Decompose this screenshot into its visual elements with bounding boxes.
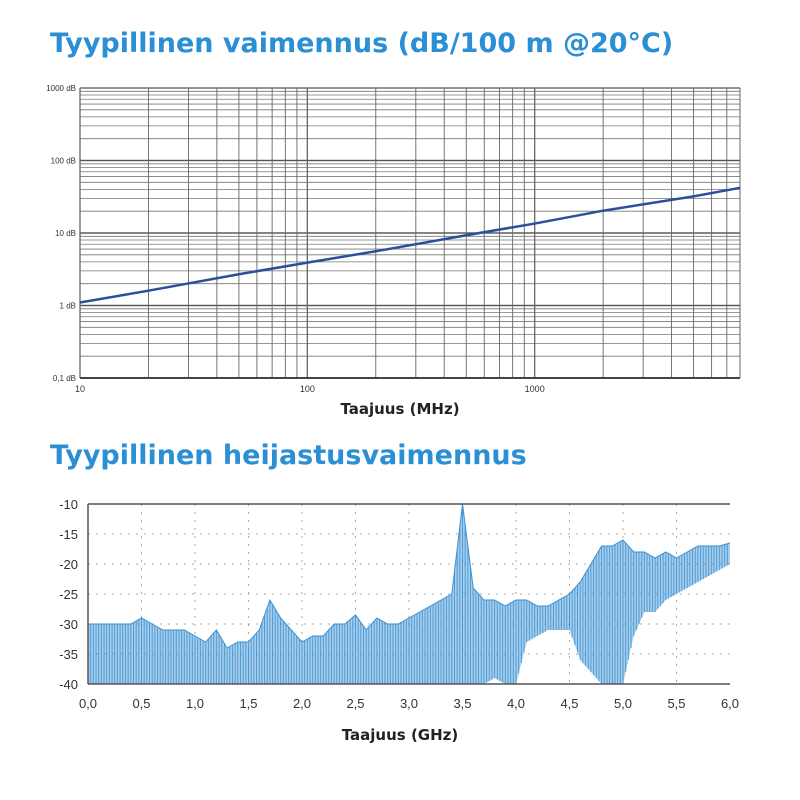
y-tick-label: 1000 dB: [46, 84, 76, 93]
return-loss-chart: -10 -15 -20 -25 -30 -35 -400,0 0,5 1,0 1,5 2,0 2,5 3…: [59, 497, 739, 711]
x-tick-label: 2,5: [346, 696, 364, 711]
y-tick-label: -35: [59, 647, 78, 662]
x-tick-label: 4,0: [507, 696, 525, 711]
x-tick-label: 0,5: [132, 696, 150, 711]
y-tick-label: -10: [59, 497, 78, 512]
x-tick-label: 5,5: [667, 696, 685, 711]
x-tick-label: 5,0: [614, 696, 632, 711]
y-tick-label: 100 dB: [51, 157, 76, 166]
return-loss-x-axis-label: Taajuus (GHz): [341, 726, 459, 744]
y-tick-label: -40: [59, 677, 78, 692]
attenuation-chart-title: Tyypillinen vaimennus (dB/100 m @20°C): [50, 28, 674, 59]
x-tick-label: 10: [75, 384, 85, 394]
x-tick-label: 1000: [525, 384, 545, 394]
y-tick-label: -15: [59, 527, 78, 542]
y-tick-label: -20: [59, 557, 78, 572]
return-loss-chart-title: Tyypillinen heijastusvaimennus: [50, 440, 527, 471]
x-tick-label: 1,5: [239, 696, 257, 711]
x-tick-label: 0,0: [79, 696, 97, 711]
x-tick-label: 3,0: [400, 696, 418, 711]
y-tick-label: 10 dB: [55, 229, 76, 238]
attenuation-x-axis-label: Taajuus (MHz): [340, 400, 460, 418]
y-tick-label: 1 dB: [60, 302, 76, 311]
x-tick-label: 100: [300, 384, 315, 394]
x-tick-label: 6,0: [721, 696, 739, 711]
x-tick-label: 2,0: [293, 696, 311, 711]
x-tick-label: 1,0: [186, 696, 204, 711]
attenuation-line: [79, 186, 741, 304]
y-tick-label: 0,1 dB: [53, 374, 76, 383]
return-loss-peak-line: [88, 503, 731, 649]
x-tick-label: 3,5: [453, 696, 471, 711]
y-tick-label: -25: [59, 587, 78, 602]
y-tick-label: -30: [59, 617, 78, 632]
x-tick-label: 4,5: [560, 696, 578, 711]
